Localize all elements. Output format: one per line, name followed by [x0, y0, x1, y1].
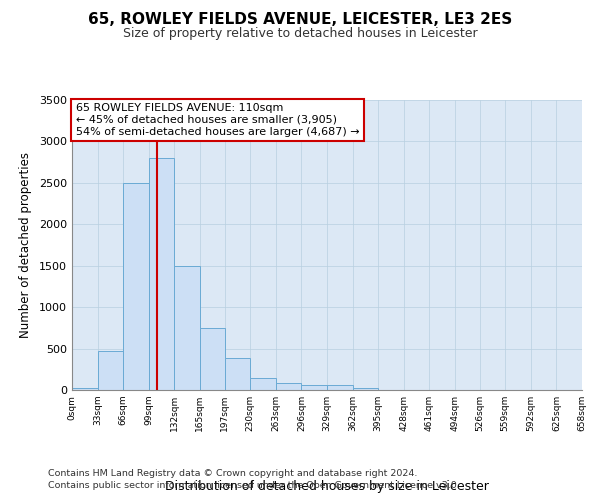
Bar — [353, 388, 378, 390]
Bar — [250, 378, 276, 390]
X-axis label: Distribution of detached houses by size in Leicester: Distribution of detached houses by size … — [165, 480, 489, 493]
Bar — [175, 266, 200, 390]
Bar — [149, 158, 175, 390]
Bar — [123, 183, 149, 390]
Y-axis label: Number of detached properties: Number of detached properties — [19, 152, 32, 338]
Bar — [200, 328, 224, 390]
Bar — [98, 351, 123, 390]
Text: 65 ROWLEY FIELDS AVENUE: 110sqm
← 45% of detached houses are smaller (3,905)
54%: 65 ROWLEY FIELDS AVENUE: 110sqm ← 45% of… — [76, 104, 359, 136]
Bar — [327, 386, 353, 390]
Bar — [276, 382, 301, 390]
Bar — [224, 358, 250, 390]
Bar — [301, 386, 327, 390]
Text: Contains HM Land Registry data © Crown copyright and database right 2024.: Contains HM Land Registry data © Crown c… — [48, 468, 418, 477]
Text: 65, ROWLEY FIELDS AVENUE, LEICESTER, LE3 2ES: 65, ROWLEY FIELDS AVENUE, LEICESTER, LE3… — [88, 12, 512, 28]
Text: Contains public sector information licensed under the Open Government Licence v3: Contains public sector information licen… — [48, 481, 460, 490]
Bar — [72, 388, 98, 390]
Text: Size of property relative to detached houses in Leicester: Size of property relative to detached ho… — [122, 28, 478, 40]
